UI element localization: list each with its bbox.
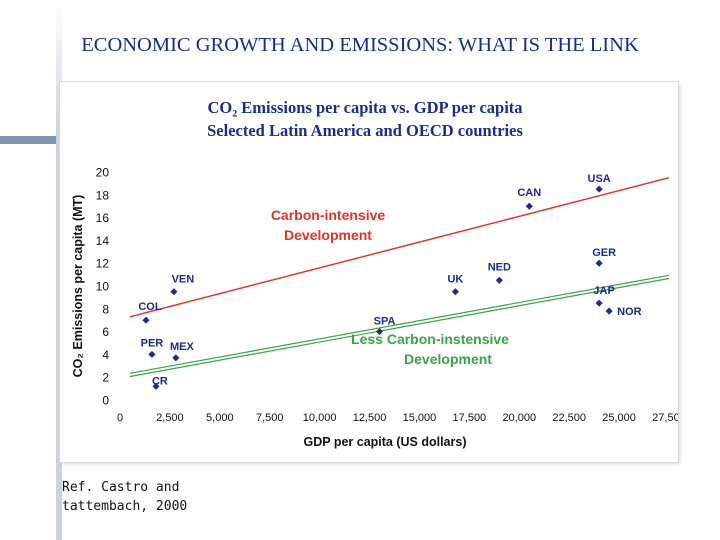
point-label-per: PER [141, 337, 164, 349]
x-tick-label: 27,500 [652, 412, 678, 424]
carbon-intensive-label: Development [284, 227, 372, 243]
y-axis-label: CO₂ Emissions per capita (MT) [71, 195, 85, 378]
chart-title-line1: CO₂ Emissions per capita vs. GDP per cap… [207, 98, 522, 117]
y-tick-label: 8 [102, 302, 109, 316]
point-label-cr: CR [152, 375, 168, 387]
data-point-jap [595, 299, 603, 307]
y-tick-label: 18 [96, 188, 110, 202]
decorative-vertical-bar [56, 0, 62, 540]
carbon-intensive-label: Carbon-intensive [271, 207, 386, 223]
chart-panel: CO₂ Emissions per capita vs. GDP per cap… [60, 82, 678, 462]
data-point-usa [595, 185, 603, 193]
x-tick-label: 12,500 [353, 412, 387, 424]
less-carbon-intensive-trendline-upper [129, 274, 670, 374]
x-tick-label: 20,000 [502, 412, 536, 424]
x-tick-label: 15,000 [403, 412, 437, 424]
y-tick-label: 6 [102, 325, 109, 339]
slide-title: ECONOMIC GROWTH AND EMISSIONS: WHAT IS T… [81, 34, 639, 56]
y-tick-label: 20 [96, 166, 110, 180]
data-point-mex [172, 354, 180, 362]
data-point-spa [375, 328, 384, 336]
less-carbon-intensive-trendline-lower [129, 277, 670, 378]
reference-note: Ref. Castro and tattembach, 2000 [62, 480, 188, 514]
point-label-jap: JAP [593, 285, 614, 297]
x-tick-label: 25,000 [602, 412, 636, 424]
y-tick-label: 2 [102, 371, 109, 385]
data-point-ned [495, 276, 503, 284]
point-label-col: COL [138, 301, 162, 313]
y-tick-label: 12 [96, 257, 110, 271]
data-point-nor [605, 307, 613, 315]
chart-title-line2: Selected Latin America and OECD countrie… [207, 121, 523, 140]
y-tick-label: 10 [96, 280, 110, 294]
x-tick-label: 7,500 [256, 412, 284, 424]
point-label-uk: UK [447, 274, 463, 286]
y-tick-label: 14 [96, 234, 110, 248]
point-label-ven: VEN [172, 274, 195, 286]
point-label-spa: SPA [374, 316, 396, 328]
carbon-intensive-trendline [129, 177, 670, 318]
data-point-can [525, 202, 533, 210]
x-tick-label: 5,000 [206, 412, 234, 424]
data-point-uk [451, 288, 459, 296]
x-tick-label: 10,000 [303, 412, 337, 424]
point-label-nor: NOR [617, 306, 642, 318]
less-carbon-intensive-label: Development [404, 351, 492, 367]
data-point-col [142, 316, 150, 324]
decorative-horizontal-bar [0, 136, 56, 144]
x-tick-label: 22,500 [552, 412, 586, 424]
x-tick-label: 17,500 [453, 412, 487, 424]
scatter-chart: CO₂ Emissions per capita vs. GDP per cap… [71, 98, 678, 449]
data-point-ger [595, 259, 603, 267]
point-label-ger: GER [592, 247, 616, 259]
x-tick-label: 0 [117, 412, 123, 424]
y-tick-label: 4 [102, 348, 109, 362]
less-carbon-intensive-label: Less Carbon-instensive [351, 331, 509, 347]
y-tick-label: 0 [102, 394, 109, 408]
data-point-per [148, 350, 156, 358]
data-point-cr [152, 382, 160, 390]
point-label-usa: USA [588, 173, 611, 185]
x-tick-label: 2,500 [156, 412, 184, 424]
data-point-ven [170, 288, 178, 296]
point-label-ned: NED [488, 261, 511, 273]
point-label-can: CAN [517, 187, 541, 199]
point-label-mex: MEX [170, 341, 195, 353]
y-tick-label: 16 [96, 211, 110, 225]
x-axis-label: GDP per capita (US dollars) [303, 435, 466, 449]
